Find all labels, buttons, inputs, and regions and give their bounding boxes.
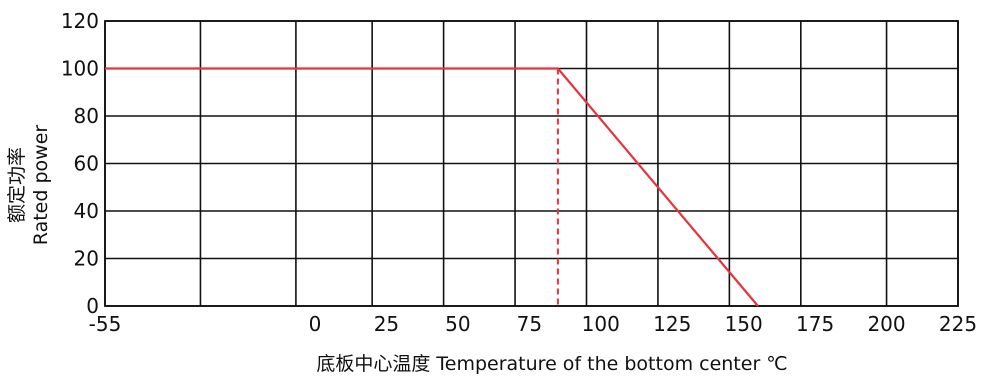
- y-tick-label-20: 20: [74, 247, 99, 271]
- x-axis-title: 底板中心温度 Temperature of the bottom center …: [316, 353, 787, 375]
- plot-frame: [104, 20, 959, 307]
- x-tick-label-150: 150: [725, 312, 763, 336]
- x-tick-label-125: 125: [653, 312, 691, 336]
- x-tick-label-100: 100: [582, 312, 620, 336]
- y-axis-title: 额定功率 Rated power: [6, 125, 52, 246]
- y-tick-label-60: 60: [74, 152, 99, 176]
- grid: [104, 20, 959, 307]
- x-tick-label-75: 75: [517, 312, 542, 336]
- y-tick-label-120: 120: [61, 9, 99, 33]
- x-tick-label-200: 200: [867, 312, 905, 336]
- y-tick-labels: 0 20 40 60 80 100 120: [61, 9, 99, 318]
- x-tick-label-175: 175: [796, 312, 834, 336]
- x-tick-label--55: -55: [89, 312, 122, 336]
- series-line-0: [105, 67, 759, 307]
- y-axis-title-cn: 额定功率: [6, 147, 28, 223]
- x-tick-label-0: 0: [309, 312, 322, 336]
- x-tick-labels: -55 0 25 50 75 100 125 150 175 200 225: [89, 312, 977, 336]
- y-tick-label-40: 40: [74, 199, 99, 223]
- y-tick-label-0: 0: [86, 294, 99, 318]
- x-tick-label-25: 25: [374, 312, 399, 336]
- y-tick-label-100: 100: [61, 57, 99, 81]
- y-tick-label-80: 80: [74, 104, 99, 128]
- y-axis-title-en: Rated power: [30, 125, 52, 246]
- series-group: [105, 67, 759, 307]
- x-tick-label-225: 225: [939, 312, 977, 336]
- x-tick-label-50: 50: [445, 312, 470, 336]
